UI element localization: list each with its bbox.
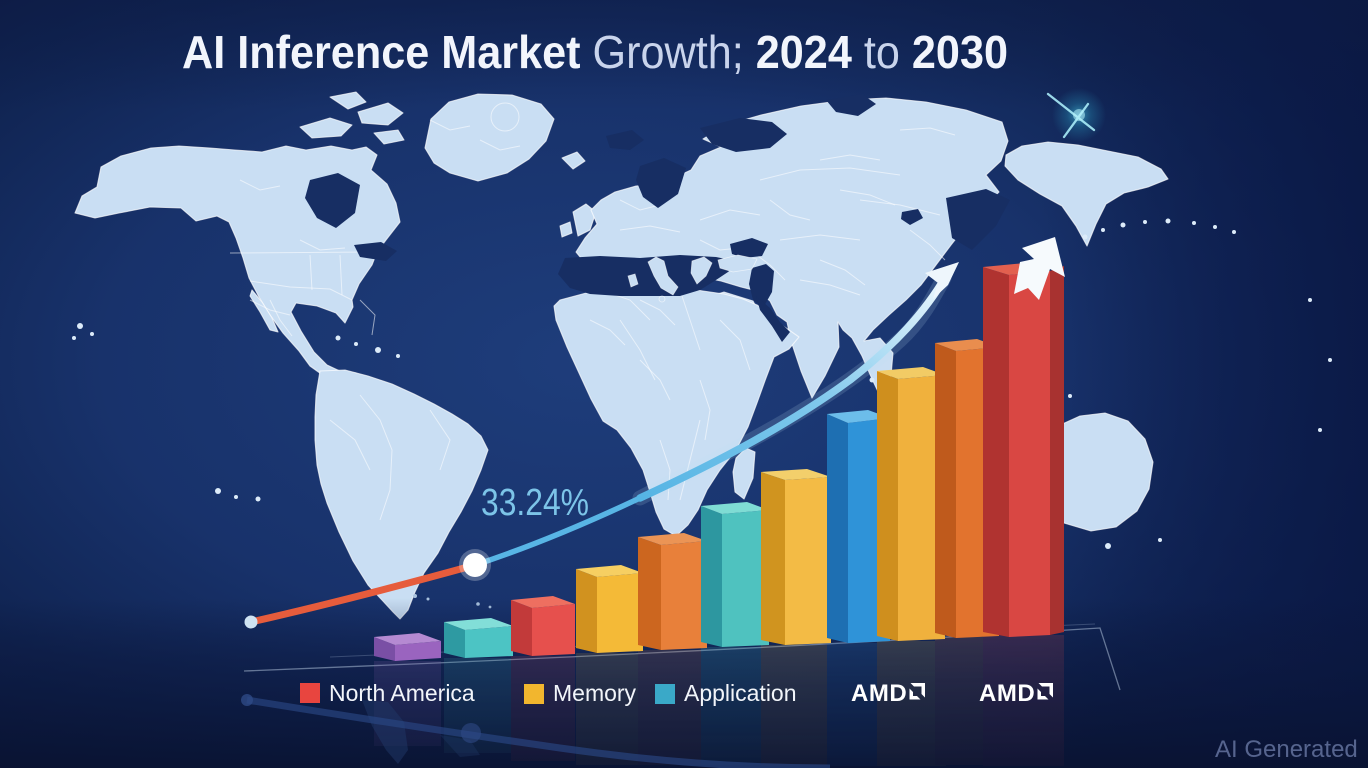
svg-text:AI Generated: AI Generated bbox=[1215, 736, 1358, 763]
svg-text:Memory: Memory bbox=[553, 680, 637, 706]
svg-text:North America: North America bbox=[329, 680, 475, 706]
svg-text:33.24%: 33.24% bbox=[481, 482, 589, 524]
svg-text:AMD: AMD bbox=[979, 680, 1035, 707]
svg-text:Application: Application bbox=[684, 680, 797, 706]
svg-text:AMD: AMD bbox=[851, 680, 907, 707]
svg-text:AI Inference Market Growth; 20: AI Inference Market Growth; 2024 to 2030 bbox=[182, 26, 1008, 78]
